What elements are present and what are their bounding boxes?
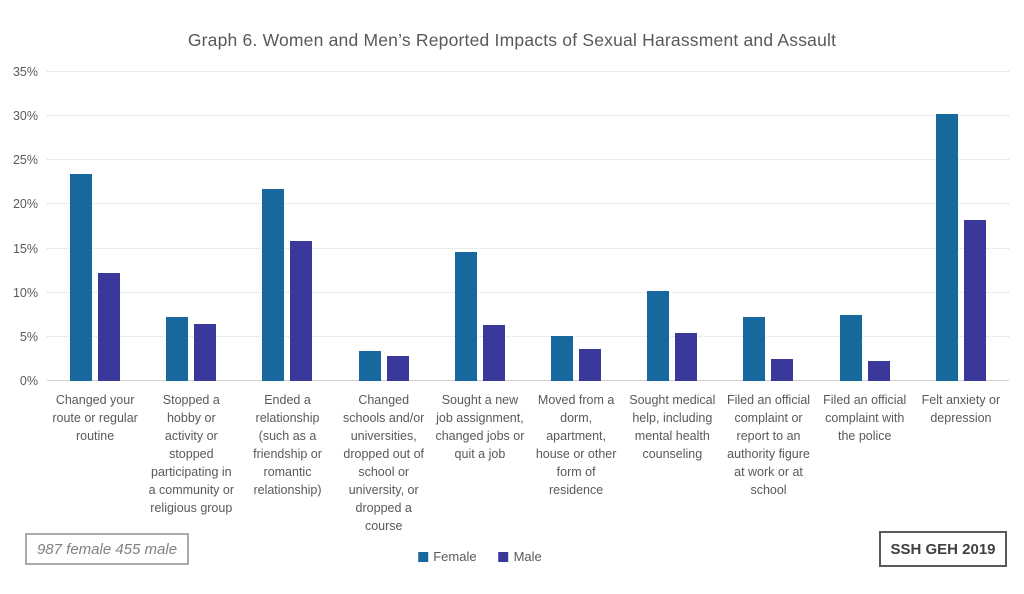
bar-group (143, 72, 239, 381)
female-bar (551, 335, 574, 381)
x-axis-category-labels: Changed your route or regular routine Sto… (47, 391, 1009, 535)
male-bar (867, 360, 890, 381)
gridline (47, 159, 1009, 161)
category-label: Sought medical help, including mental he… (629, 393, 716, 461)
legend-swatch-male-icon (498, 551, 509, 562)
category-label: Changed your route or regular routine (52, 393, 138, 443)
legend-label-female: Female (433, 549, 477, 564)
female-bar (839, 314, 862, 381)
female-bar (935, 113, 958, 381)
male-bar (579, 349, 602, 381)
female-bar (70, 174, 93, 381)
gridline (47, 71, 1009, 72)
legend-label-male: Male (513, 549, 542, 564)
y-axis-tick-label: 35% (12, 65, 38, 79)
category-label: Filed an official complaint or report to… (726, 393, 811, 497)
category-label: Filed an official complaint with the pol… (823, 393, 907, 443)
gridline (47, 380, 1009, 381)
male-bar (482, 324, 505, 381)
female-bar (454, 252, 477, 381)
sample-size-note: 987 female 455 male (25, 533, 189, 565)
female-bar (166, 317, 189, 381)
male-bar (771, 358, 794, 381)
bar-group (528, 72, 624, 381)
gridline (47, 335, 1009, 337)
male-bar (290, 240, 313, 381)
category-label: Stopped a hobby or activity or stopped p… (148, 393, 235, 515)
gridline (47, 291, 1009, 293)
legend-item-female: Female (418, 549, 477, 564)
y-axis-tick-label: 5% (19, 329, 38, 344)
bar-group (47, 72, 143, 381)
category-label: Changed schools and/or universities, dro… (343, 393, 425, 533)
male-bar (963, 220, 986, 381)
gridline (47, 247, 1009, 249)
female-bar (743, 316, 766, 381)
y-axis-tick-label: 15% (12, 241, 38, 256)
chart-title: Graph 6. Women and Men’s Reported Impact… (187, 30, 837, 50)
category-label: Sought a new job assignment, changed job… (435, 393, 525, 461)
source-badge: SSH GEH 2019 (879, 531, 1007, 567)
female-bar (647, 290, 670, 381)
bar-group (624, 72, 720, 381)
male-bar (675, 333, 698, 381)
male-bar (98, 273, 121, 381)
gridline (47, 203, 1009, 205)
category-label: Moved from a dorm, apartment, house or o… (535, 393, 617, 497)
female-bar (358, 350, 381, 381)
legend-swatch-female-icon (418, 551, 429, 562)
legend: Female Male (418, 549, 542, 564)
category-label: Ended a relationship (such as a friendsh… (253, 393, 322, 497)
female-bar (262, 188, 285, 381)
male-bar (386, 356, 409, 381)
male-bar (194, 323, 217, 381)
plot-area (47, 71, 1009, 381)
y-axis-tick-label: 0% (19, 374, 38, 388)
bar-group (336, 72, 432, 381)
bar-group (432, 72, 528, 381)
y-axis-tick-label: 10% (12, 285, 38, 300)
category-label: Felt anxiety or depression (921, 393, 1001, 425)
y-axis-tick-label: 20% (12, 197, 38, 212)
y-axis-tick-label: 25% (12, 153, 38, 168)
bar-group (239, 72, 335, 381)
legend-item-male: Male (498, 549, 542, 564)
bar-group (720, 72, 816, 381)
y-axis-tick-label: 30% (12, 109, 38, 124)
gridline (47, 115, 1009, 117)
bar-group (913, 72, 1009, 381)
bar-group (817, 72, 913, 381)
